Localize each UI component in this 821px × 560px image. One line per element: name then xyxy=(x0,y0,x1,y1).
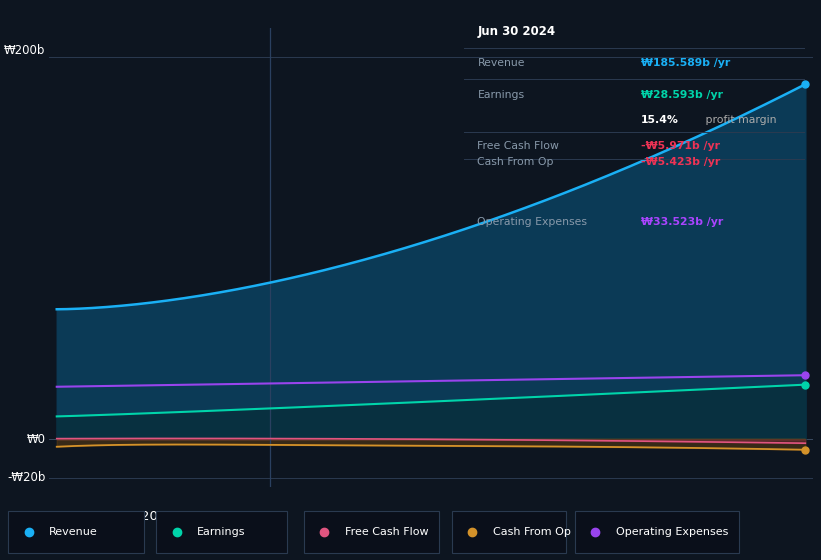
Text: 2023: 2023 xyxy=(141,510,175,523)
Text: Cash From Op: Cash From Op xyxy=(478,157,554,167)
Text: -₩5.423b /yr: -₩5.423b /yr xyxy=(641,157,720,167)
FancyBboxPatch shape xyxy=(575,511,739,553)
Text: Jun 30 2024: Jun 30 2024 xyxy=(478,25,556,38)
Text: ₩0: ₩0 xyxy=(26,433,45,446)
Text: 2024: 2024 xyxy=(523,510,557,523)
Text: ₩28.593b /yr: ₩28.593b /yr xyxy=(641,90,723,100)
Text: ₩33.523b /yr: ₩33.523b /yr xyxy=(641,217,723,227)
Text: Operating Expenses: Operating Expenses xyxy=(616,527,728,537)
FancyBboxPatch shape xyxy=(452,511,566,553)
Text: Cash From Op: Cash From Op xyxy=(493,527,571,537)
Text: -₩20b: -₩20b xyxy=(7,471,45,484)
Text: 15.4%: 15.4% xyxy=(641,115,679,125)
Text: Earnings: Earnings xyxy=(478,90,525,100)
Text: Free Cash Flow: Free Cash Flow xyxy=(345,527,429,537)
Text: Earnings: Earnings xyxy=(197,527,245,537)
Text: -₩5.971b /yr: -₩5.971b /yr xyxy=(641,142,720,151)
Text: Free Cash Flow: Free Cash Flow xyxy=(478,142,559,151)
FancyBboxPatch shape xyxy=(8,511,144,553)
Text: ₩200b: ₩200b xyxy=(4,44,45,57)
FancyBboxPatch shape xyxy=(304,511,439,553)
Text: Revenue: Revenue xyxy=(478,58,525,68)
Text: Operating Expenses: Operating Expenses xyxy=(478,217,588,227)
Text: ₩185.589b /yr: ₩185.589b /yr xyxy=(641,58,731,68)
FancyBboxPatch shape xyxy=(156,511,287,553)
Text: Revenue: Revenue xyxy=(49,527,98,537)
Text: profit margin: profit margin xyxy=(702,115,777,125)
